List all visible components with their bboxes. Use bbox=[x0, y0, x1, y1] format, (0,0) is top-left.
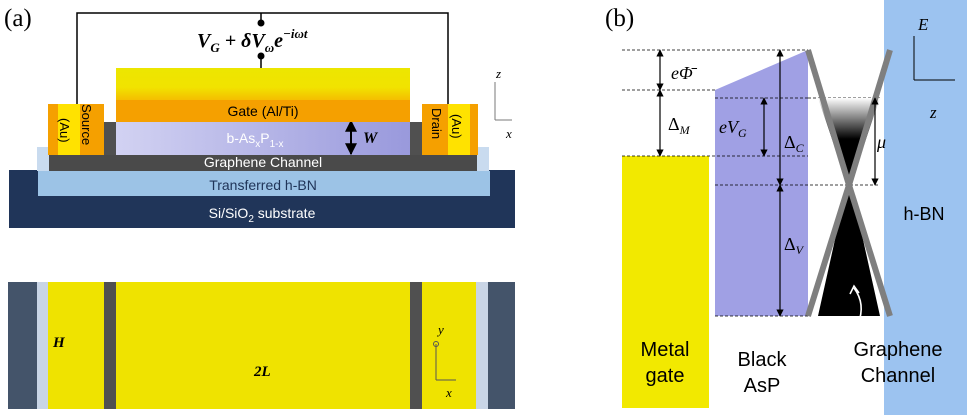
energy-axis-e-label: E bbox=[917, 15, 929, 34]
side-axis-x-label: x bbox=[505, 126, 512, 141]
side-axis-z-label: z bbox=[495, 66, 501, 81]
graphene-pointer-head bbox=[849, 284, 860, 295]
top-view-spacer-left bbox=[104, 282, 116, 409]
metal-gate-label-line1: Metal bbox=[641, 339, 690, 361]
hbn-band-label: h-BN bbox=[903, 204, 944, 224]
ac-bias-formula: VG + δVωe−iωt bbox=[197, 26, 308, 55]
drain-contact-highlight bbox=[448, 104, 470, 155]
dirac-line-right-lower bbox=[846, 184, 893, 317]
evg-label: eVG bbox=[719, 117, 747, 140]
top-axis-y-label: y bbox=[436, 322, 444, 337]
hbn-band-region bbox=[884, 0, 967, 415]
asp-label-line2: AsP bbox=[744, 375, 781, 397]
thickness-label: W bbox=[363, 130, 379, 147]
drain-label: Drain bbox=[429, 108, 444, 139]
top-view-spacer-right bbox=[410, 282, 422, 409]
conduction-cone-filled bbox=[818, 98, 880, 180]
height-label: H bbox=[52, 335, 66, 351]
gate-label: Gate (Al/Ti) bbox=[227, 103, 298, 119]
top-axis-origin-marker bbox=[433, 341, 439, 347]
gate-metal-layer bbox=[116, 100, 410, 122]
asp-band-region bbox=[715, 50, 808, 316]
hbn-edge-left bbox=[37, 147, 49, 171]
mu-label: μ bbox=[876, 132, 886, 152]
source-label: Source bbox=[79, 104, 94, 145]
dirac-line-left-lower bbox=[805, 184, 852, 317]
bas-layer bbox=[116, 122, 410, 155]
panel-b-label: (b) bbox=[605, 5, 634, 32]
energy-axis-z-label: z bbox=[929, 103, 937, 122]
bas-label: b-AsxP1-x bbox=[226, 130, 283, 150]
circuit-wire bbox=[76, 12, 449, 112]
source-contact-highlight bbox=[58, 104, 80, 155]
metal-gate-band bbox=[622, 156, 709, 408]
delta-m-label: ΔM bbox=[668, 114, 691, 137]
substrate-label: Si/SiO2 substrate bbox=[209, 205, 316, 225]
gate-top-layer bbox=[116, 68, 410, 100]
drain-metal-label: (Au) bbox=[449, 114, 464, 139]
spacer-right bbox=[410, 122, 422, 155]
spacer-left bbox=[104, 122, 116, 155]
valence-cone-filled bbox=[818, 190, 880, 316]
top-axis-x-label: x bbox=[445, 385, 452, 400]
hbn-edge-right bbox=[477, 147, 489, 171]
delta-v-label: ΔV bbox=[784, 234, 805, 257]
source-metal-label: (Au) bbox=[57, 118, 72, 143]
hbn-label: Transferred h-BN bbox=[209, 177, 317, 193]
hbn-layer bbox=[38, 171, 490, 196]
dirac-line-right-upper bbox=[846, 49, 893, 186]
panel-a-label: (a) bbox=[4, 5, 32, 32]
length-label: 2L bbox=[253, 364, 271, 380]
terminal-node-top bbox=[257, 19, 265, 27]
metal-gate-label-line2: gate bbox=[646, 365, 685, 387]
phi-label: eΦ̄ bbox=[671, 63, 698, 83]
graphene-channel-label-line1: Graphene bbox=[854, 339, 943, 361]
graphene-pointer-arrow bbox=[853, 287, 862, 325]
asp-label-line1: Black bbox=[738, 349, 788, 371]
graphene-label: Graphene Channel bbox=[204, 154, 322, 170]
terminal-node-bottom bbox=[257, 52, 265, 60]
dirac-line-left-upper bbox=[805, 49, 852, 186]
delta-c-label: ΔC bbox=[784, 132, 805, 155]
graphene-layer bbox=[49, 155, 477, 171]
graphene-channel-label-line2: Channel bbox=[861, 365, 936, 387]
